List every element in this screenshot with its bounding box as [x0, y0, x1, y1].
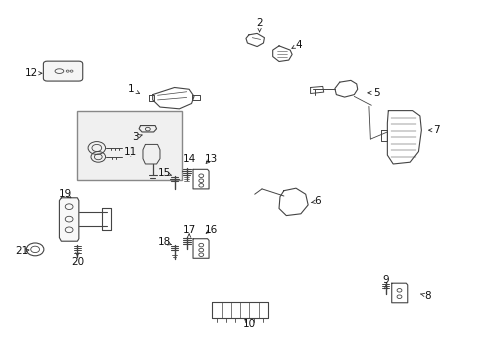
FancyBboxPatch shape [44, 61, 83, 81]
Text: 12: 12 [24, 68, 38, 78]
Polygon shape [59, 198, 79, 241]
Text: 15: 15 [158, 168, 172, 178]
Text: 11: 11 [124, 147, 138, 157]
Text: 10: 10 [244, 319, 256, 329]
Text: 4: 4 [295, 40, 302, 50]
Text: 7: 7 [434, 125, 440, 135]
Text: 3: 3 [132, 132, 139, 142]
Text: 6: 6 [315, 196, 321, 206]
Text: 5: 5 [373, 88, 379, 98]
Text: 20: 20 [71, 257, 84, 267]
Text: 21: 21 [15, 246, 28, 256]
Text: 9: 9 [383, 275, 389, 285]
Text: 14: 14 [182, 154, 196, 164]
Text: 16: 16 [204, 225, 218, 235]
Text: 1: 1 [127, 84, 134, 94]
Text: 19: 19 [59, 189, 72, 199]
Text: 13: 13 [204, 154, 218, 164]
Text: 17: 17 [182, 225, 196, 235]
Text: 18: 18 [158, 237, 172, 247]
Text: 8: 8 [424, 291, 431, 301]
Text: 2: 2 [256, 18, 263, 28]
Bar [77, 111, 182, 180]
